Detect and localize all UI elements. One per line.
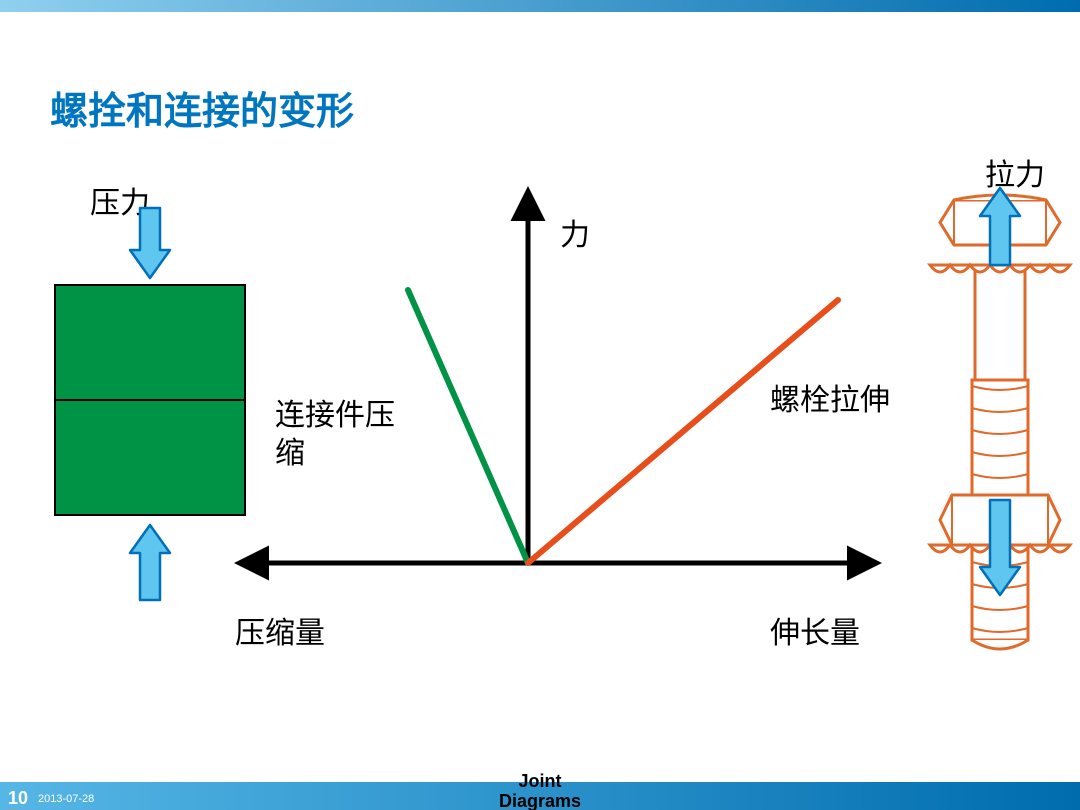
tension-arrows-icon	[980, 188, 1020, 595]
joint-block-icon	[55, 285, 245, 515]
pressure-arrows-icon	[130, 208, 170, 600]
label-compress-series: 连接件压缩	[275, 397, 395, 472]
top-accent-bar	[0, 0, 1080, 12]
label-tension: 拉力	[985, 150, 1045, 194]
label-x-neg: 压缩量	[235, 608, 325, 652]
label-x-pos: 伸长量	[770, 608, 860, 652]
footer-date: 2013-07-28	[38, 793, 94, 805]
label-pressure: 压力	[90, 178, 150, 222]
slide-title: 螺拴和连接的变形	[50, 80, 354, 135]
footer-title-line1: Joint	[519, 771, 562, 791]
chart-series	[408, 290, 838, 563]
label-force-axis: 力	[560, 210, 590, 254]
label-tension-series: 螺栓拉伸	[770, 375, 890, 419]
bolt-icon	[930, 195, 1070, 649]
footer-title-line2: Diagrams	[499, 791, 581, 810]
footer-title: Joint Diagrams	[480, 772, 600, 810]
page-number: 10	[8, 788, 28, 809]
